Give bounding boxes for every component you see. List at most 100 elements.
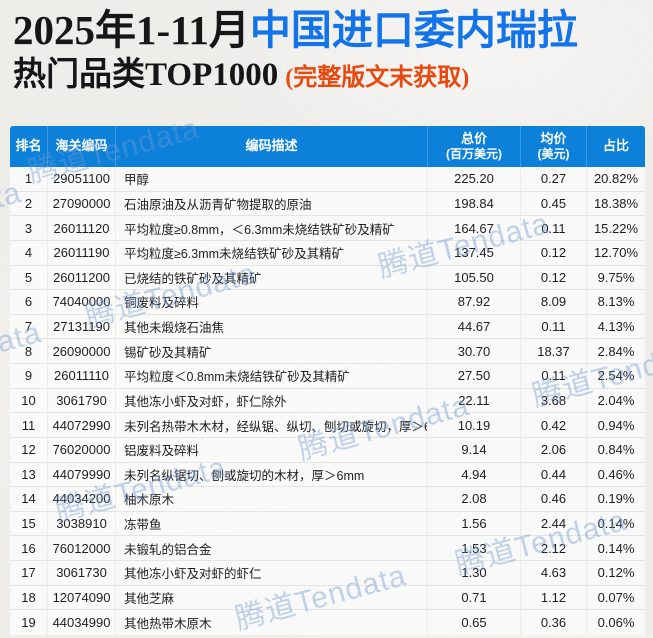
cell-share: 18.38% [586,191,645,216]
cell-share: 9.75% [586,265,645,290]
table-row: 8 26090000 锡矿砂及其精矿 30.70 18.37 2.84% [10,339,645,364]
cell-share: 2.04% [586,388,645,413]
table-row: 7 27131190 其他未煅烧石油焦 44.67 0.11 4.13% [10,314,645,340]
cell-rank: 19 [21,615,36,631]
column-header-total-value: 总价 (百万美元) [427,126,520,167]
cell-total-value: 1.53 [427,536,520,560]
table-row: 11 44072990 未列名热带木木材，经纵锯、纵切、刨切或旋切，厚＞6mm 10.… [10,413,645,438]
cell-description: 平均粒度≥0.8mm，＜6.3mm未烧结铁矿砂及精矿 [115,216,427,240]
cell-avg-price: 1.12 [520,585,586,610]
import-categories-table: 排名 海关编码 编码描述 总价 (百万美元) 均价 (美元) 占比 1 29051100 甲醇 22… [10,126,645,635]
cell-description: 石油原油及从沥青矿物提取的原油 [115,191,427,216]
title-line-1: 2025年1-11月中国进口委内瑞拉 [13,4,578,56]
cell-avg-price: 0.11 [520,364,586,388]
cell-rank: 1 [24,171,33,187]
cell-share: 20.82% [586,167,645,191]
cell-avg-price: 4.63 [520,561,586,585]
cell-hs-code: 27131190 [47,314,115,339]
cell-hs-code: 44072990 [47,413,115,437]
cell-share: 2.84% [586,339,645,363]
cell-total-value: 44.67 [427,314,520,339]
cell-avg-price: 3.68 [520,388,586,413]
cell-total-value: 1.30 [427,561,520,585]
cell-hs-code: 12074090 [47,585,115,610]
table-row: 3 26011120 平均粒度≥0.8mm，＜6.3mm未烧结铁矿砂及精矿 164.6… [10,216,645,241]
title-highlight: (完整版文末获取) [285,65,470,92]
cell-rank: 16 [21,540,36,556]
cell-rank: 14 [21,491,36,507]
cell-hs-code: 76020000 [47,437,115,462]
cell-rank: 4 [24,245,33,261]
cell-avg-price: 0.44 [520,462,586,487]
cell-description: 柚木原木 [115,487,427,511]
cell-avg-price: 2.06 [520,437,586,462]
cell-avg-price: 8.09 [520,290,586,314]
column-header-hs-code: 海关编码 [47,126,115,167]
cell-rank: 11 [21,417,36,433]
cell-share: 12.70% [586,240,645,265]
cell-hs-code: 26011200 [47,265,115,290]
cell-hs-code: 44034200 [47,487,115,511]
table-row: 5 26011200 已烧结的铁矿砂及其精矿 105.50 0.12 9.75% [10,265,645,291]
cell-share: 0.84% [586,437,645,462]
cell-total-value: 164.67 [427,216,520,240]
cell-share: 15.22% [586,216,645,240]
cell-avg-price: 0.11 [520,314,586,339]
cell-avg-price: 2.12 [520,536,586,560]
cell-avg-price: 0.36 [520,610,586,635]
cell-hs-code: 26011110 [47,364,115,388]
cell-description: 平均粒度≥6.3mm未烧结铁矿砂及其精矿 [115,240,427,265]
cell-description: 未列名热带木木材，经纵锯、纵切、刨切或旋切，厚＞6mm [115,413,427,437]
cell-rank: 2 [24,195,33,211]
table-row: 13 44079990 未列名纵锯切、刨或旋切的木材，厚＞6mm 4.94 0.44 0.… [10,462,645,488]
table-row: 6 74040000 铜废料及碎料 87.92 8.09 8.13% [10,290,645,315]
cell-description: 已烧结的铁矿砂及其精矿 [115,265,427,290]
cell-avg-price: 2.44 [520,511,586,536]
cell-total-value: 22.11 [427,388,520,413]
cell-avg-price: 0.27 [520,167,586,191]
cell-share: 0.07% [586,585,645,610]
cell-hs-code: 3061790 [47,388,115,413]
cell-total-value: 4.94 [427,462,520,487]
cell-description: 未列名纵锯切、刨或旋切的木材，厚＞6mm [115,462,427,487]
cell-rank: 13 [21,466,36,482]
cell-total-value: 30.70 [427,339,520,363]
cell-rank: 8 [24,343,33,359]
table-row: 14 44034200 柚木原木 2.08 0.46 0.19% [10,487,645,512]
cell-description: 其他冻小虾及对虾的虾仁 [115,561,427,585]
cell-rank: 5 [24,269,33,285]
cell-total-value: 2.08 [427,487,520,511]
cell-rank: 15 [21,516,36,532]
title-period: 2025年1-11月 [13,7,250,53]
cell-share: 0.46% [586,462,645,487]
cell-avg-price: 0.46 [520,487,586,511]
cell-total-value: 0.65 [427,610,520,635]
table-row: 18 12074090 其他芝麻 0.71 1.12 0.07% [10,585,645,611]
cell-total-value: 225.20 [427,167,520,191]
cell-hs-code: 26011120 [47,216,115,240]
table-row: 16 76012000 未锻轧的铝合金 1.53 2.12 0.14% [10,536,645,561]
cell-share: 4.13% [586,314,645,339]
cell-rank: 3 [24,220,33,236]
cell-description: 甲醇 [115,167,427,191]
cell-rank: 12 [21,442,36,458]
cell-hs-code: 26011190 [47,240,115,265]
cell-hs-code: 74040000 [47,290,115,314]
cell-hs-code: 29051100 [47,167,115,191]
table-row: 10 3061790 其他冻小虾及对虾，虾仁除外 22.11 3.68 2.04% [10,388,645,414]
cell-description: 锡矿砂及其精矿 [115,339,427,363]
table-row: 9 26011110 平均粒度＜0.8mm未烧结铁矿砂及其精矿 27.50 0.11 2.… [10,364,645,389]
cell-share: 0.12% [586,561,645,585]
cell-description: 其他热带木原木 [115,610,427,635]
cell-share: 0.19% [586,487,645,511]
cell-total-value: 105.50 [427,265,520,290]
cell-description: 铝废料及碎料 [115,437,427,462]
cell-avg-price: 0.45 [520,191,586,216]
cell-avg-price: 0.12 [520,240,586,265]
title-topic: 热门品类TOP1000 [13,57,279,94]
cell-hs-code: 3061730 [47,561,115,585]
cell-hs-code: 44034990 [47,610,115,635]
title-line-2: 热门品类TOP1000 (完整版文末获取) [13,56,578,96]
cell-avg-price: 18.37 [520,339,586,363]
table-row: 2 27090000 石油原油及从沥青矿物提取的原油 198.84 0.45 18.38% [10,191,645,217]
